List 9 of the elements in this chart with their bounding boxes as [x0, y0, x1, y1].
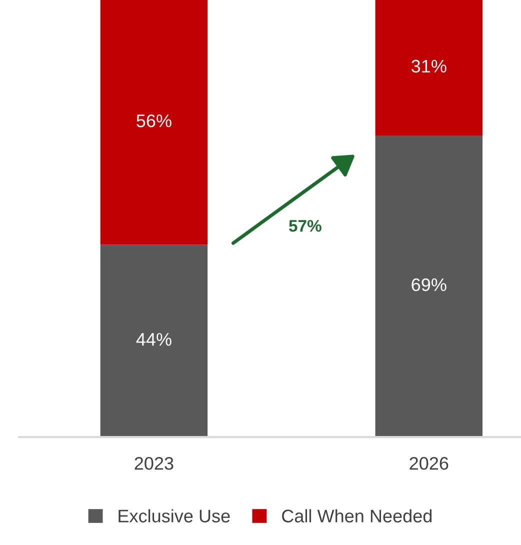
- x-tick-label: 2026: [410, 457, 448, 470]
- data-label: 44%: [136, 333, 172, 346]
- data-label: 56%: [136, 114, 172, 128]
- data-label: 69%: [412, 278, 446, 292]
- legend-label: Exclusive Use: [118, 509, 230, 522]
- x-tick-label: 2023: [134, 457, 174, 470]
- annotation: 57%: [289, 220, 322, 232]
- data-label: 31%: [412, 60, 446, 73]
- legend-label: Call When Needed: [282, 509, 432, 522]
